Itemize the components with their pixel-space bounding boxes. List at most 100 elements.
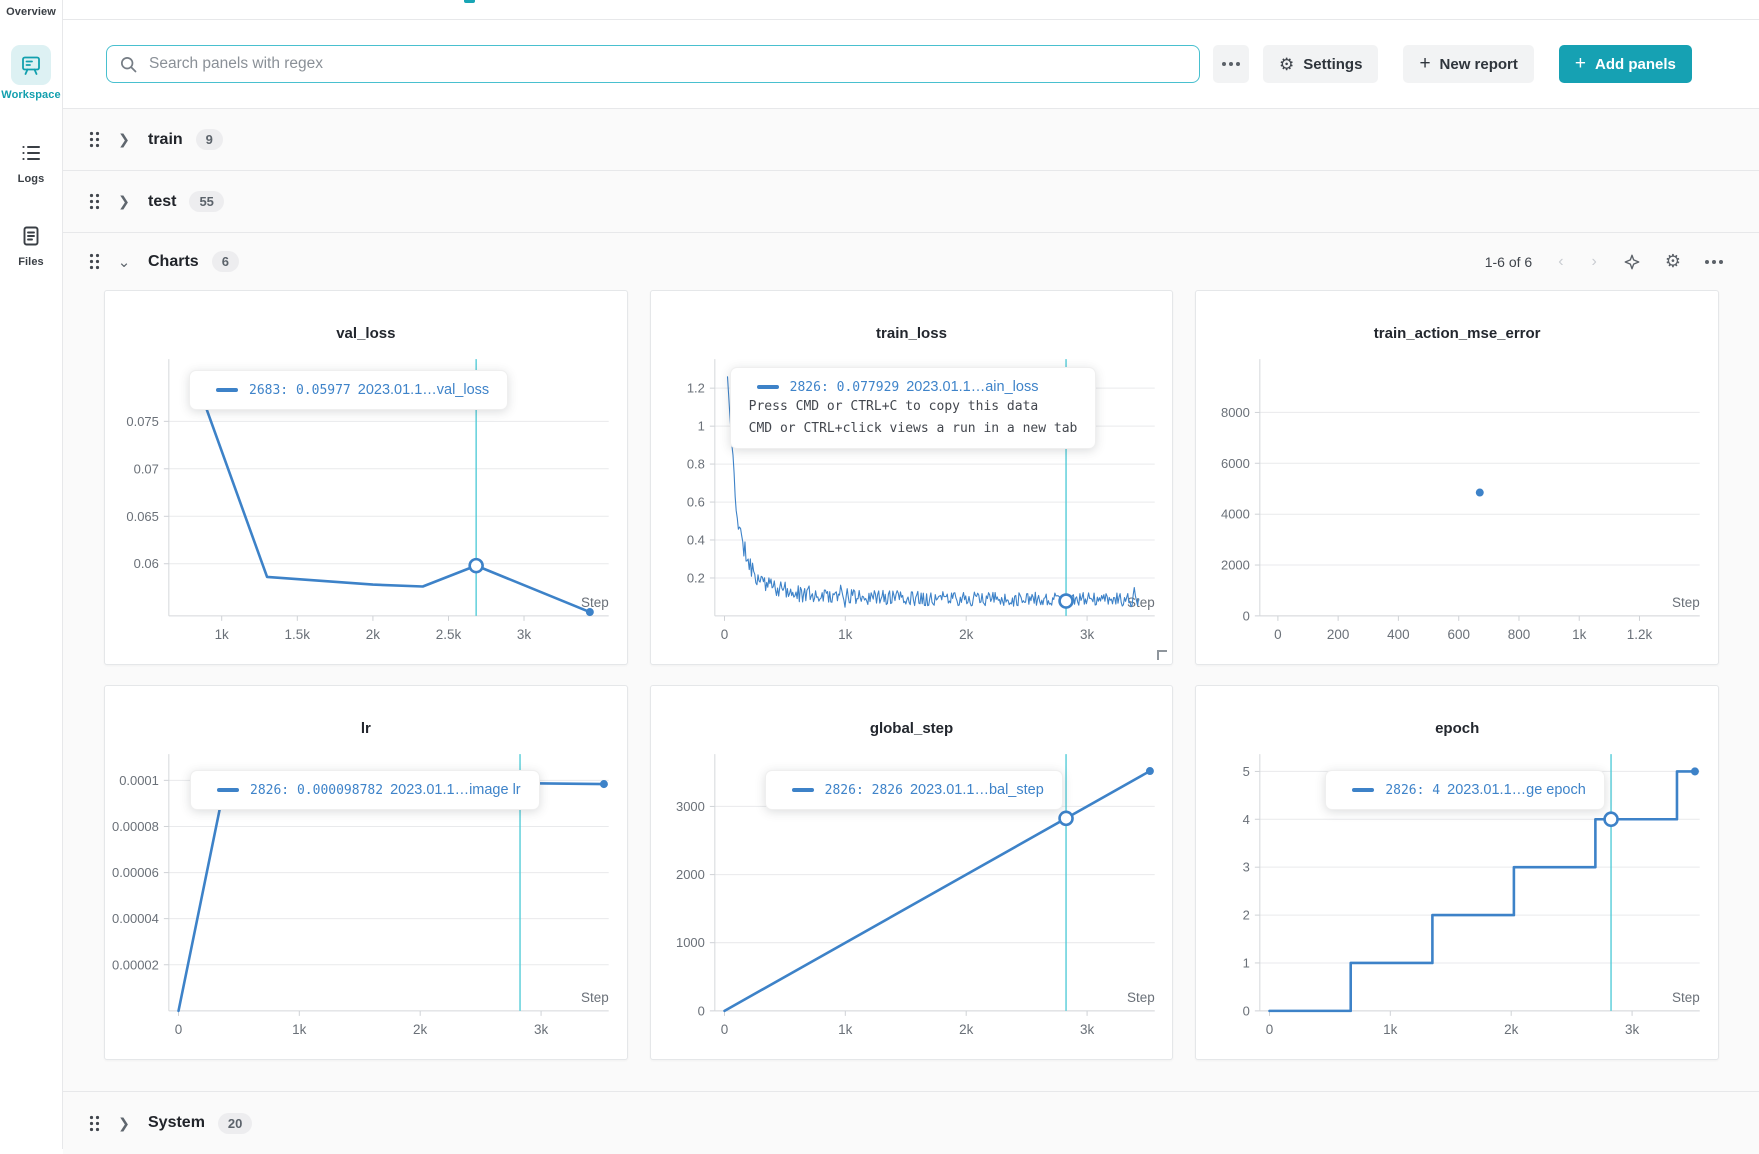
section-settings-gear-icon[interactable]: ⚙ (1664, 251, 1681, 271)
section-row-test[interactable]: ❯ test 55 (63, 171, 1759, 233)
svg-text:0.00006: 0.00006 (112, 865, 159, 880)
chart-panel-epoch[interactable]: epoch 0 1 2 3 4 5 0 1k 2k 3k Step 2826: 4 2023.01.1…g… (1195, 685, 1719, 1060)
new-report-button[interactable]: + New report (1403, 45, 1534, 83)
svg-text:0: 0 (175, 1022, 182, 1037)
svg-text:4: 4 (1243, 812, 1250, 827)
search-icon (120, 56, 137, 72)
section-name: Charts (148, 252, 199, 270)
chart-panel-lr[interactable]: lr 0.00002 0.00004 0.00006 0.00008 0.0001 0 1k 2… (104, 685, 628, 1060)
svg-text:0: 0 (1243, 1003, 1250, 1018)
tooltip-run-name[interactable]: 2023.01.1…bal_step (909, 782, 1044, 798)
search-panels-input-wrap (106, 45, 1200, 83)
panel-search-toolbar: ⚙ Settings + New report + Add panels (63, 20, 1759, 109)
chart-panel-val_loss[interactable]: val_loss 0.06 0.065 0.07 0.075 1k 1.5k 2k 2.5k 3k… (104, 290, 628, 665)
svg-text:2k: 2k (959, 1022, 973, 1037)
svg-text:Step: Step (1127, 990, 1155, 1005)
chart-tooltip: 2826: 4 2023.01.1…ge epoch (1325, 770, 1605, 810)
svg-text:2k: 2k (413, 1022, 427, 1037)
section-name: System (148, 1114, 205, 1131)
svg-text:3000: 3000 (676, 799, 705, 814)
chart-panel-train_action_mse_error[interactable]: train_action_mse_error 0 2000 4000 6000 8000 0… (1195, 290, 1719, 665)
svg-text:1k: 1k (292, 1022, 306, 1037)
legend-swatch (1352, 788, 1375, 792)
add-panels-button[interactable]: + Add panels (1558, 45, 1692, 83)
svg-text:0: 0 (1243, 608, 1250, 623)
pager-next-icon[interactable]: › (1591, 252, 1597, 270)
svg-text:1k: 1k (215, 627, 229, 642)
chart-canvas: 0 1 2 3 4 5 0 1k 2k 3k Step (1243, 754, 1701, 1037)
sparkle-sort-icon[interactable] (1611, 253, 1653, 271)
charts-grid: val_loss 0.06 0.065 0.07 0.075 1k 1.5k 2k 2.5k 3k… (63, 290, 1759, 1060)
svg-text:0: 0 (697, 1003, 704, 1018)
svg-text:0: 0 (720, 627, 727, 642)
chart-canvas: 0 1000 2000 3000 0 1k 2k 3k Step (676, 754, 1155, 1037)
rail-item-files[interactable]: Files (0, 224, 62, 268)
drag-handle-icon[interactable] (89, 131, 100, 148)
drag-handle-icon[interactable] (89, 193, 100, 210)
chevron-right-icon[interactable]: ❯ (118, 193, 130, 209)
tooltip-help-text: Press CMD or CTRL+C to copy this data (748, 399, 1039, 414)
panel-resize-handle[interactable] (1157, 650, 1168, 660)
top-strip (63, 0, 1759, 20)
section-row-system[interactable]: ❯ System 20 (63, 1091, 1759, 1154)
svg-text:2k: 2k (959, 627, 973, 642)
chevron-right-icon[interactable]: ❯ (118, 131, 130, 147)
tooltip-help-text: CMD or CTRL+click views a run in a new t… (748, 420, 1078, 436)
rail-item-overview[interactable]: Overview (0, 6, 62, 18)
tooltip-run-name[interactable]: 2023.01.1…val_loss (357, 382, 490, 398)
chart-title: val_loss (336, 325, 396, 342)
chart-title: epoch (1435, 720, 1480, 737)
chevron-right-icon[interactable]: ❯ (118, 1114, 130, 1131)
section-count-badge: 20 (217, 1112, 253, 1134)
more-options-button[interactable] (1213, 45, 1249, 83)
svg-text:3: 3 (1243, 860, 1250, 875)
tooltip-run-name[interactable]: 2023.01.1…ain_loss (906, 379, 1039, 395)
rail-label-files: Files (18, 256, 44, 268)
rail-label-workspace: Workspace (1, 89, 61, 101)
svg-text:1: 1 (1243, 955, 1250, 970)
tooltip-legend-row: 2826: 0.000098782 2023.01.1…image lr (217, 782, 521, 798)
settings-button[interactable]: ⚙ Settings (1263, 45, 1379, 83)
rail-item-workspace[interactable]: Workspace (0, 45, 62, 101)
tooltip-step-value: 2683: 0.05977 (249, 382, 351, 398)
main-column: ⚙ Settings + New report + Add panels ❯ t… (63, 0, 1759, 1154)
svg-text:0.00004: 0.00004 (112, 911, 159, 926)
chevron-down-icon[interactable]: ⌄ (117, 253, 131, 271)
svg-text:3k: 3k (1080, 627, 1094, 642)
svg-text:0.075: 0.075 (126, 414, 158, 429)
add-panels-button-label: Add panels (1595, 55, 1676, 73)
legend-swatch (756, 385, 779, 389)
svg-text:0.065: 0.065 (126, 509, 158, 524)
svg-text:1k: 1k (838, 627, 852, 642)
drag-handle-icon[interactable] (89, 1115, 100, 1132)
drag-handle-icon[interactable] (89, 253, 100, 270)
gear-icon: ⚙ (1279, 54, 1295, 74)
tooltip-run-name[interactable]: 2023.01.1…ge epoch (1447, 782, 1586, 798)
pager-prev-icon[interactable]: ‹ (1558, 252, 1564, 270)
chart-tooltip: 2826: 2826 2023.01.1…bal_step (764, 770, 1063, 810)
section-row-train[interactable]: ❯ train 9 (63, 109, 1759, 171)
svg-text:6000: 6000 (1221, 456, 1250, 471)
svg-text:0.00002: 0.00002 (112, 957, 159, 972)
tooltip-run-name[interactable]: 2023.01.1…image lr (390, 782, 521, 798)
files-icon (0, 224, 62, 253)
svg-text:5: 5 (1243, 764, 1250, 779)
chart-canvas: 0.06 0.065 0.07 0.075 1k 1.5k 2k 2.5k 3k Step (126, 359, 609, 642)
chart-tooltip: 2683: 0.05977 2023.01.1…val_loss (189, 370, 509, 410)
chart-panel-global_step[interactable]: global_step 0 1000 2000 3000 0 1k 2k 3k Step 2826:… (649, 685, 1174, 1060)
section-name: test (148, 192, 177, 210)
rail-item-logs[interactable]: Logs (0, 141, 62, 185)
legend-swatch (217, 788, 239, 792)
svg-text:2.5k: 2.5k (436, 627, 462, 642)
section-more-dots-icon[interactable] (1693, 259, 1735, 264)
svg-text:3k: 3k (534, 1022, 548, 1037)
tooltip-legend-row: 2683: 0.05977 2023.01.1…val_loss (216, 382, 489, 398)
section-row-charts[interactable]: ⌄ Charts 6 1-6 of 6 ‹ › ⚙ (63, 233, 1759, 290)
section-count-badge: 55 (189, 191, 224, 212)
svg-text:0: 0 (1274, 627, 1281, 642)
search-panels-input[interactable] (147, 54, 1187, 74)
svg-text:Step: Step (581, 990, 609, 1005)
svg-text:0.4: 0.4 (686, 532, 704, 547)
chart-panel-train_loss[interactable]: train_loss 0.2 0.4 0.6 0.8 1 1.2 0 1k 2k 3k Step 282… (649, 290, 1174, 665)
three-dots-icon (1222, 62, 1240, 66)
